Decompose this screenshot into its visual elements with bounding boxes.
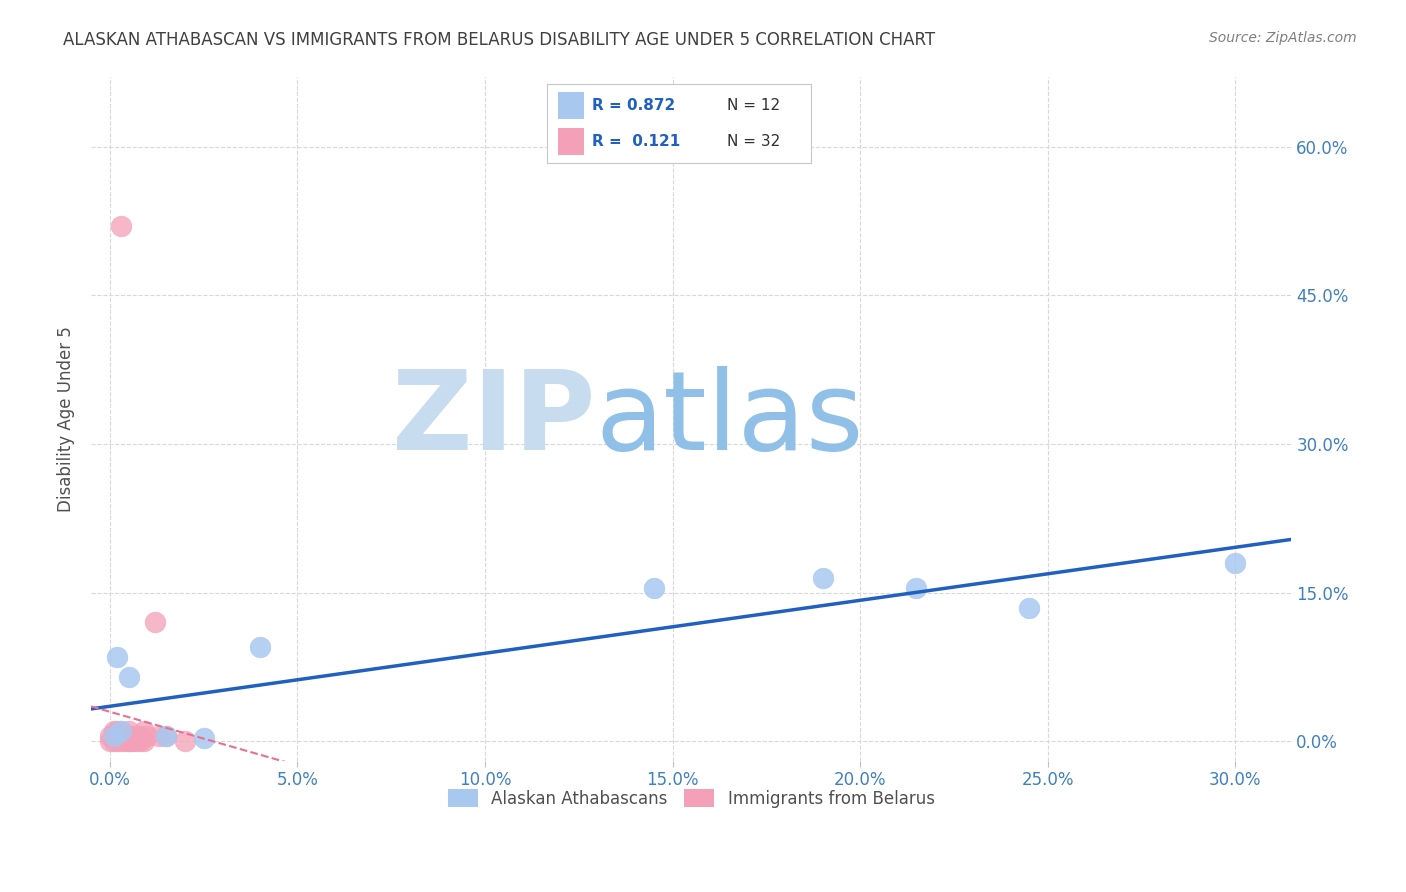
Point (110, 729, 132, 743)
Point (118, 734, 141, 748)
Point (114, 734, 136, 748)
Point (110, 734, 132, 748)
Point (1225, 556, 1247, 570)
Point (98, 729, 121, 743)
Point (107, 724, 129, 739)
Point (107, 650, 129, 665)
Point (193, 731, 215, 746)
Point (155, 729, 177, 743)
Point (148, 729, 170, 743)
Point (118, 724, 141, 739)
Point (125, 734, 148, 748)
Point (249, 640, 271, 654)
Point (143, 615, 166, 630)
Point (118, 670, 141, 684)
Text: Source: ZipAtlas.com: Source: ZipAtlas.com (1209, 31, 1357, 45)
Legend: Alaskan Athabascans, Immigrants from Belarus: Alaskan Athabascans, Immigrants from Bel… (441, 783, 942, 814)
Y-axis label: Disability Age Under 5: Disability Age Under 5 (58, 326, 75, 512)
Point (103, 724, 125, 739)
Point (1018, 600, 1040, 615)
Point (118, 734, 141, 748)
Point (643, 581, 665, 595)
Point (129, 734, 152, 748)
Point (103, 729, 125, 743)
Point (129, 729, 152, 743)
Text: ALASKAN ATHABASCAN VS IMMIGRANTS FROM BELARUS DISABILITY AGE UNDER 5 CORRELATION: ALASKAN ATHABASCAN VS IMMIGRANTS FROM BE… (63, 31, 935, 49)
Point (136, 729, 159, 743)
Text: ZIP: ZIP (392, 366, 595, 473)
Point (132, 724, 155, 739)
Point (155, 729, 177, 743)
Point (905, 581, 928, 595)
Point (811, 571, 834, 585)
Text: atlas: atlas (595, 366, 863, 473)
Point (110, 219, 132, 233)
Point (107, 729, 129, 743)
Point (103, 734, 125, 748)
Point (110, 729, 132, 743)
Point (114, 729, 136, 743)
Point (118, 729, 141, 743)
Point (125, 729, 148, 743)
Point (174, 734, 197, 748)
Point (110, 724, 132, 739)
Point (121, 734, 143, 748)
Point (132, 734, 155, 748)
Point (98, 734, 121, 748)
Point (103, 729, 125, 743)
Point (110, 724, 132, 739)
Point (121, 729, 143, 743)
Point (107, 734, 129, 748)
